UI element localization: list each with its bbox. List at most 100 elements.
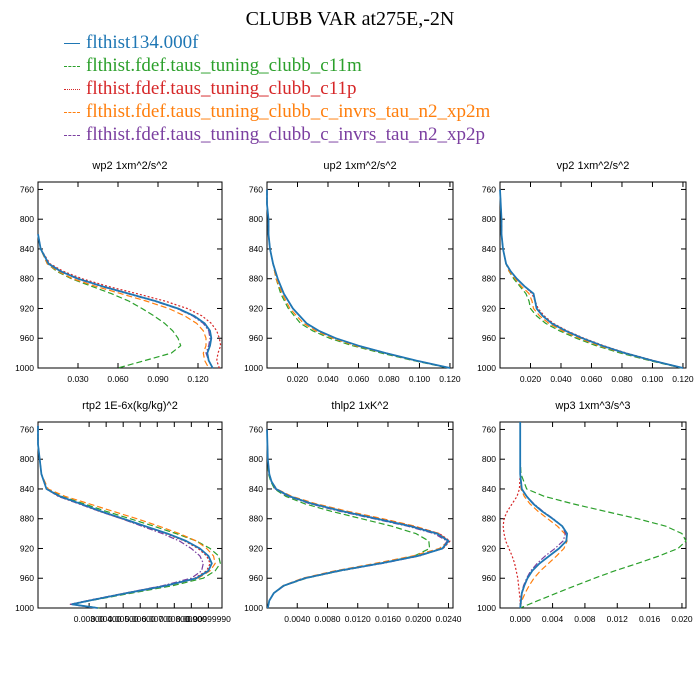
series-line <box>37 233 214 369</box>
x-tick-label: 0.0040 <box>284 614 310 624</box>
y-tick-label: 840 <box>482 244 496 254</box>
y-tick-label: 960 <box>20 333 34 343</box>
y-tick-label: 840 <box>20 484 34 494</box>
x-tick-label: 0.00400 <box>91 614 122 624</box>
panel-title: vp2 1xm^2/s^2 <box>557 160 630 172</box>
x-tick-label: 0.0080 <box>314 614 340 624</box>
legend: flthist134.000f flthist.fdef.taus_tuning… <box>64 31 490 146</box>
y-tick-label: 920 <box>482 303 496 313</box>
x-tick-label: 0.060 <box>581 374 603 384</box>
legend-item: flthist.fdef.taus_tuning_clubb_c_invrs_t… <box>64 123 490 146</box>
legend-label: flthist.fdef.taus_tuning_clubb_c11m <box>86 55 362 76</box>
x-tick-label: 0.016 <box>639 614 661 624</box>
x-tick-label: 0.020 <box>287 374 309 384</box>
legend-label: flthist.fdef.taus_tuning_clubb_c_invrs_t… <box>86 101 491 122</box>
y-tick-label: 800 <box>249 214 263 224</box>
x-tick-label: 0.020 <box>671 614 693 624</box>
y-tick-label: 800 <box>482 214 496 224</box>
series-line <box>266 429 450 609</box>
y-tick-label: 880 <box>20 274 34 284</box>
x-tick-label: 0.080 <box>378 374 400 384</box>
y-tick-label: 760 <box>20 424 34 434</box>
x-tick-label: 0.100 <box>642 374 664 384</box>
y-tick-label: 960 <box>20 573 34 583</box>
x-tick-label: 0.060 <box>107 374 129 384</box>
chart-panel: up2 1xm^2/s^2 760 800 840 880 920 960 1000 0.020… <box>244 160 461 384</box>
legend-line <box>64 43 80 45</box>
x-tick-label: 0.00300 <box>74 614 105 624</box>
figure-title: CLUBB VAR at275E,-2N <box>245 8 455 30</box>
series-line <box>502 422 521 608</box>
series-line <box>266 189 449 369</box>
y-tick-label: 760 <box>482 184 496 194</box>
y-tick-label: 1000 <box>15 603 34 613</box>
y-tick-label: 800 <box>20 454 34 464</box>
x-tick-label: 0.120 <box>439 374 461 384</box>
legend-item: flthist134.000f <box>64 31 490 54</box>
y-tick-label: 800 <box>482 454 496 464</box>
x-tick-label: 0.008 <box>574 614 596 624</box>
legend-line <box>64 66 80 68</box>
x-tick-label: 0.040 <box>317 374 339 384</box>
y-tick-label: 880 <box>249 274 263 284</box>
y-tick-label: 840 <box>482 484 496 494</box>
y-tick-label: 960 <box>482 333 496 343</box>
y-tick-label: 840 <box>20 244 34 254</box>
y-tick-label: 760 <box>482 424 496 434</box>
legend-item: flthist.fdef.taus_tuning_clubb_c11m <box>64 54 490 77</box>
y-tick-label: 960 <box>482 573 496 583</box>
y-tick-label: 920 <box>482 543 496 553</box>
x-tick-label: 0.060 <box>348 374 370 384</box>
panel-title: thlp2 1xK^2 <box>331 400 388 412</box>
chart-panel: rtp2 1E-6x(kg/kg)^2 760 800 840 880 920 960 100… <box>15 400 231 624</box>
x-tick-label: 0.040 <box>550 374 572 384</box>
series-line <box>499 189 684 369</box>
y-tick-label: 880 <box>249 514 263 524</box>
y-tick-label: 920 <box>20 543 34 553</box>
legend-label: flthist.fdef.taus_tuning_clubb_c11p <box>86 78 357 99</box>
x-tick-label: 0.0120 <box>345 614 371 624</box>
legend-item: flthist.fdef.taus_tuning_clubb_c11p <box>64 77 490 100</box>
series-line <box>37 233 222 369</box>
x-tick-label: 0.004 <box>542 614 564 624</box>
y-tick-label: 1000 <box>15 363 34 373</box>
panel-title: wp3 1xm^3/s^3 <box>554 400 630 412</box>
series-line <box>266 189 451 369</box>
series-line <box>37 233 182 369</box>
panel-frame <box>266 421 454 609</box>
x-tick-label: 0.030 <box>67 374 89 384</box>
chart-panel: vp2 1xm^2/s^2 760 800 840 880 920 960 1000 0.020… <box>477 160 694 384</box>
y-tick-label: 1000 <box>477 363 496 373</box>
series-line <box>266 189 451 369</box>
series-line <box>37 233 214 369</box>
x-tick-label: 0.00800 <box>159 614 190 624</box>
series-line <box>37 425 204 609</box>
panel-frame <box>499 421 687 609</box>
y-tick-label: 920 <box>20 303 34 313</box>
y-tick-label: 800 <box>249 454 263 464</box>
panel-frame <box>266 181 454 369</box>
legend-line <box>64 135 80 137</box>
panel-frame <box>499 181 687 369</box>
y-tick-label: 960 <box>249 333 263 343</box>
x-tick-label: 0.00500 <box>108 614 139 624</box>
x-tick-label: 0.00600 <box>125 614 156 624</box>
y-tick-label: 760 <box>249 424 263 434</box>
y-tick-label: 920 <box>249 303 263 313</box>
y-tick-label: 760 <box>20 184 34 194</box>
x-tick-label: 0.00700 <box>142 614 173 624</box>
y-tick-label: 960 <box>249 573 263 583</box>
x-tick-label: 0.000 <box>510 614 532 624</box>
legend-line <box>64 89 80 91</box>
series-line <box>266 429 431 609</box>
x-tick-label: 0.0240 <box>435 614 461 624</box>
y-tick-label: 760 <box>249 184 263 194</box>
y-tick-label: 1000 <box>477 603 496 613</box>
chart-panel: wp2 1xm^2/s^2 760 800 840 880 920 960 1000 0.030… <box>15 160 223 384</box>
y-tick-label: 800 <box>20 214 34 224</box>
y-tick-label: 880 <box>482 274 496 284</box>
series-line <box>519 422 687 609</box>
legend-label: flthist134.000f <box>86 32 199 53</box>
x-tick-label: 0.00999990 <box>186 614 231 624</box>
y-tick-label: 840 <box>249 484 263 494</box>
